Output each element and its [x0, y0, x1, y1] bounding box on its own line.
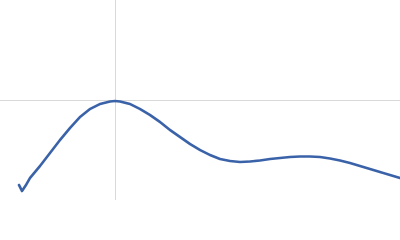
chart [0, 0, 400, 200]
data-line [17, 99, 400, 193]
